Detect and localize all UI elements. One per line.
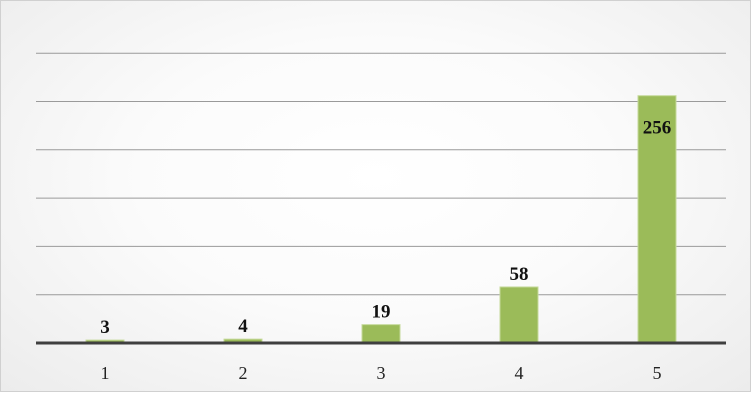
data-label-3: 19 <box>372 302 391 323</box>
x-tick-label-4: 4 <box>515 363 524 383</box>
data-label-1: 3 <box>100 317 110 338</box>
data-label-5: 256 <box>643 118 672 139</box>
x-tick-label-5: 5 <box>653 363 662 383</box>
gridlines <box>36 52 726 296</box>
x-tick-label-2: 2 <box>239 363 248 383</box>
x-tick-label-3: 3 <box>377 363 386 383</box>
bars <box>85 95 677 344</box>
bar-3 <box>361 324 401 344</box>
bar-4 <box>499 286 539 344</box>
data-labels: 3 4 19 58 256 <box>100 118 671 338</box>
x-tick-label-1: 1 <box>101 363 110 383</box>
data-label-4: 58 <box>510 264 529 285</box>
bar-5 <box>637 95 677 344</box>
x-tick-labels: 1 2 3 4 5 <box>101 363 662 383</box>
data-label-2: 4 <box>238 316 248 337</box>
